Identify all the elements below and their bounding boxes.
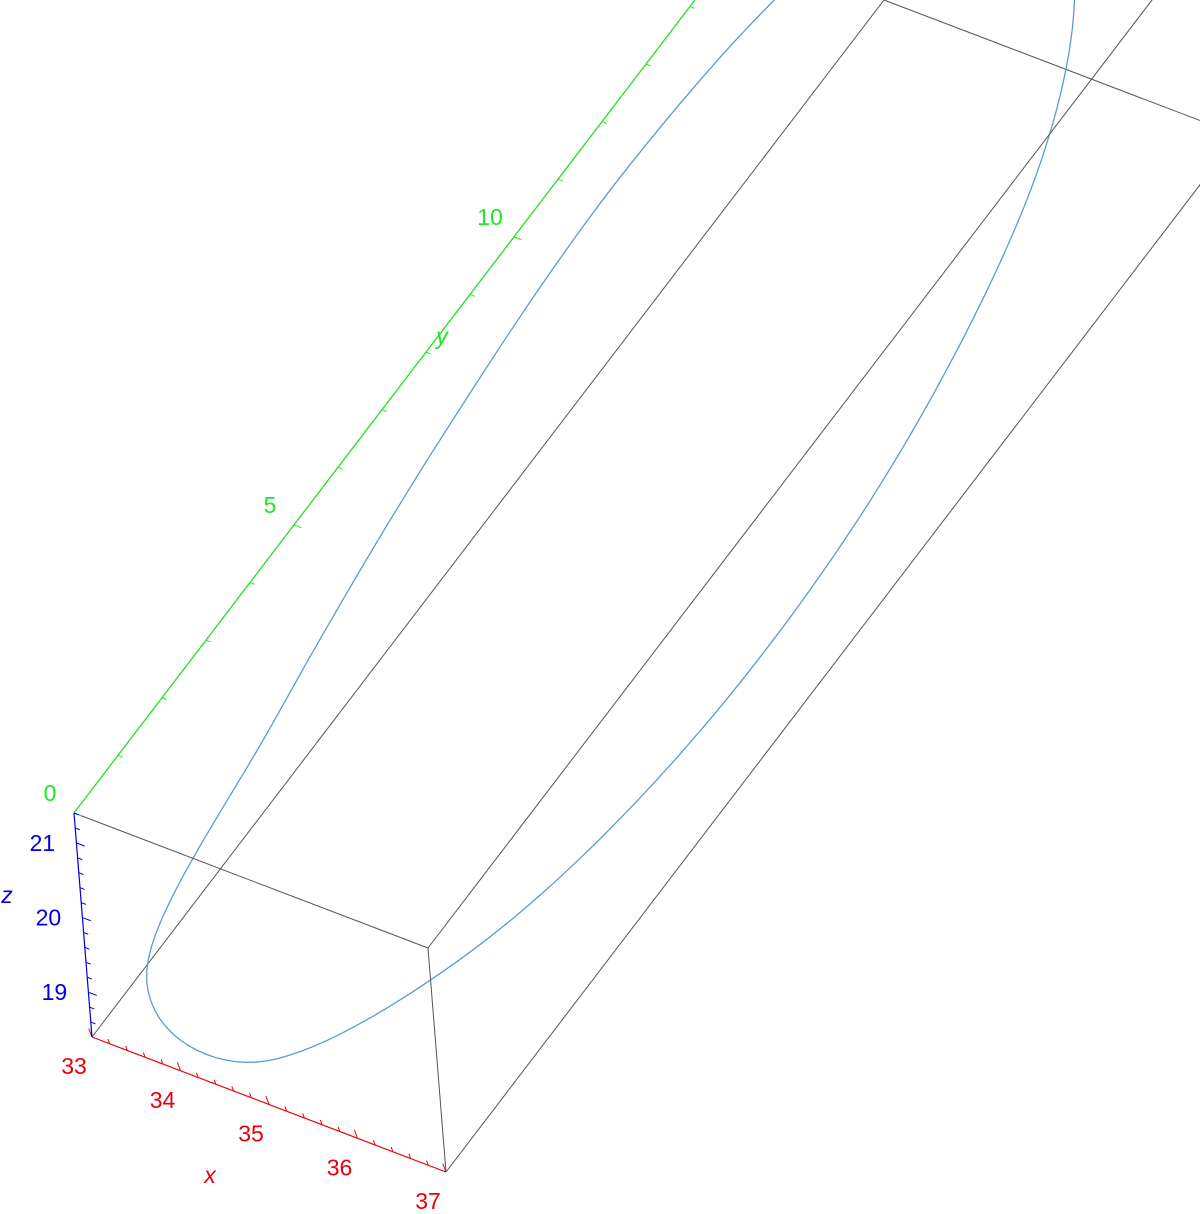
x-major-tick xyxy=(265,1095,270,1105)
y-tick-label: 5 xyxy=(264,492,277,518)
z-minor-tick xyxy=(89,1006,95,1010)
z-minor-tick xyxy=(90,1021,96,1025)
x-major-tick xyxy=(353,1129,358,1139)
x-minor-tick xyxy=(213,1079,217,1085)
z-tick-label: 21 xyxy=(30,830,56,856)
z-tick-label: 20 xyxy=(36,905,62,931)
y-minor-tick xyxy=(205,639,211,643)
x-minor-tick xyxy=(302,1113,305,1119)
z-axis-line xyxy=(73,812,93,1038)
z-minor-tick xyxy=(84,946,90,950)
y-minor-tick xyxy=(381,409,387,412)
y-tick-label: 10 xyxy=(477,204,503,230)
y-minor-tick xyxy=(601,121,607,124)
y-minor-tick xyxy=(645,63,651,67)
y-minor-tick xyxy=(469,294,475,297)
x-tick-label: 37 xyxy=(415,1188,441,1214)
x-minor-tick xyxy=(390,1146,394,1152)
x-tick-label: 34 xyxy=(150,1087,176,1113)
z-minor-tick xyxy=(85,961,91,965)
x-minor-tick xyxy=(195,1072,199,1078)
z-minor-tick xyxy=(79,887,85,890)
x-tick-label: 33 xyxy=(61,1053,87,1079)
x-minor-tick xyxy=(408,1153,412,1159)
x-minor-tick xyxy=(160,1059,164,1065)
y-minor-tick xyxy=(425,351,431,355)
z-tick-label: 19 xyxy=(42,979,68,1005)
box-edge xyxy=(445,183,1200,1173)
box-edge xyxy=(427,0,1153,949)
x-minor-tick xyxy=(372,1140,376,1146)
x-minor-tick xyxy=(107,1038,111,1044)
y-axis-line xyxy=(73,0,696,814)
y-major-tick xyxy=(513,236,522,241)
axes xyxy=(73,0,696,1173)
y-axis-label: y xyxy=(434,323,449,349)
x-minor-tick xyxy=(142,1052,146,1058)
x-minor-tick xyxy=(249,1092,252,1098)
x-minor-tick xyxy=(426,1160,429,1166)
y-minor-tick xyxy=(337,466,343,470)
x-axis-label: x xyxy=(203,1162,217,1188)
x-minor-tick xyxy=(231,1086,235,1092)
z-minor-tick xyxy=(75,827,81,831)
tick-labels: 3334353637051015192021 xyxy=(30,204,503,1214)
y-minor-tick xyxy=(689,5,695,9)
box-edge xyxy=(73,812,429,949)
z-major-tick xyxy=(88,991,97,996)
z-major-tick xyxy=(76,842,85,847)
z-minor-tick xyxy=(81,902,87,905)
z-minor-tick xyxy=(78,872,84,875)
x-minor-tick xyxy=(125,1045,128,1051)
z-minor-tick xyxy=(73,812,79,816)
x-major-tick xyxy=(442,1163,447,1173)
z-axis-label: z xyxy=(0,882,13,908)
z-major-tick xyxy=(82,917,91,922)
y-minor-tick xyxy=(161,697,167,701)
box-edge xyxy=(883,0,1200,122)
y-tick-label: 0 xyxy=(44,780,57,806)
x-tick-label: 35 xyxy=(238,1121,264,1147)
x-tick-label: 36 xyxy=(327,1154,353,1180)
y-minor-tick xyxy=(557,178,563,182)
z-minor-tick xyxy=(77,857,83,861)
y-minor-tick xyxy=(117,754,123,758)
y-minor-tick xyxy=(249,582,255,585)
box-edge xyxy=(73,0,696,814)
z-minor-tick xyxy=(83,932,89,935)
x-minor-tick xyxy=(337,1126,341,1132)
series-line xyxy=(146,0,1076,1063)
series-curve xyxy=(146,0,1076,1063)
box-edge xyxy=(427,947,447,1173)
z-minor-tick xyxy=(87,976,93,980)
box-edge xyxy=(91,0,885,1038)
bounding-box-front-edges xyxy=(73,0,1200,1173)
x-minor-tick xyxy=(284,1106,288,1112)
x-major-tick xyxy=(176,1062,181,1071)
y-major-tick xyxy=(293,524,302,529)
x-minor-tick xyxy=(319,1119,323,1125)
